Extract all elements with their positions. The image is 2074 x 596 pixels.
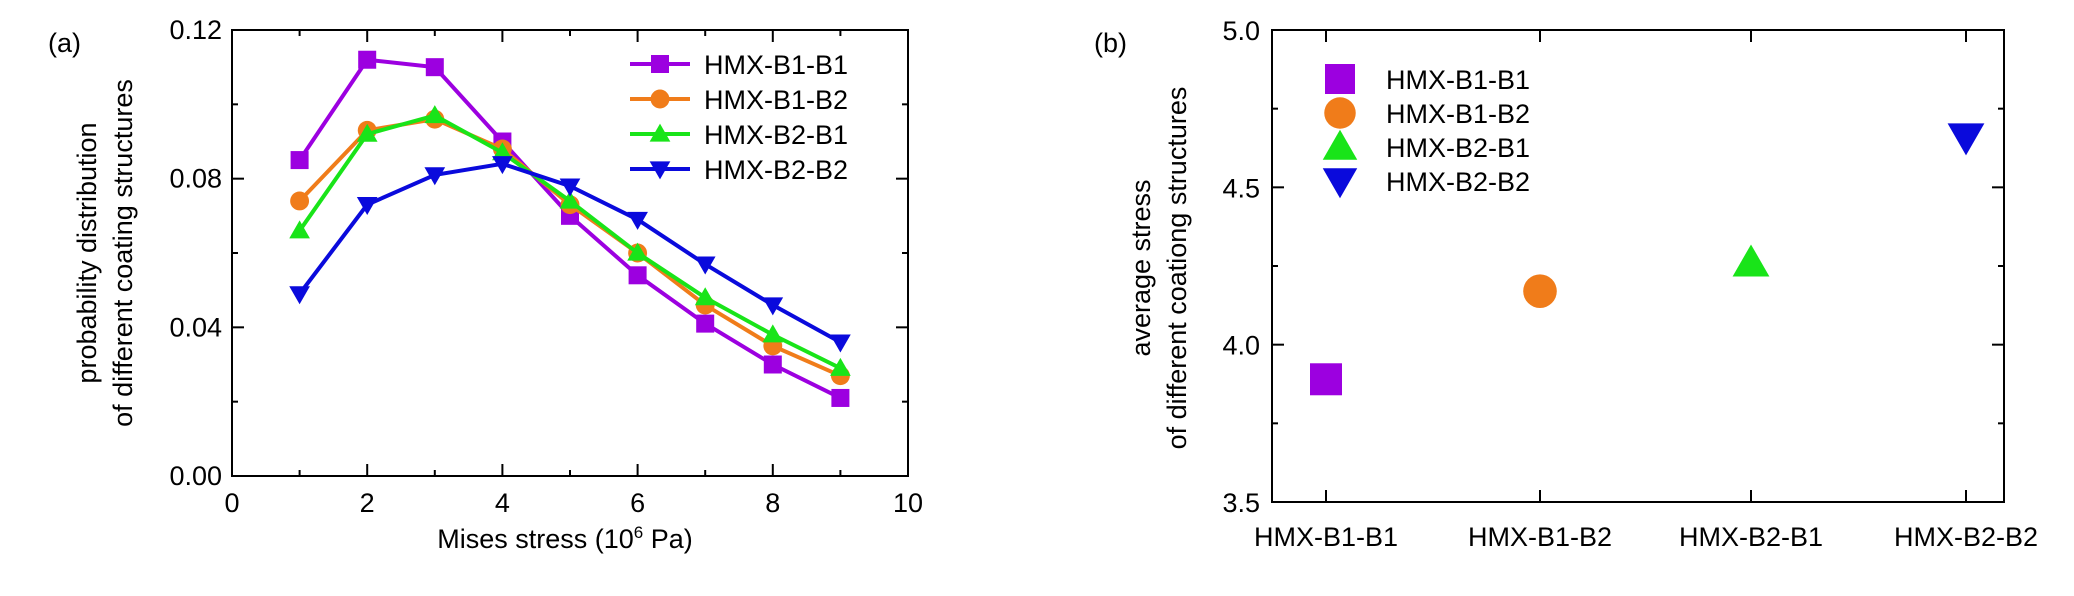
x-tick-label: 0 xyxy=(224,488,239,518)
panel-a-ticks xyxy=(231,29,909,477)
legend-item: HMX-B1-B1 xyxy=(630,50,848,80)
series-hmx-b2-b1 xyxy=(289,105,851,376)
y-tick-label: 3.5 xyxy=(1222,488,1260,518)
panel-b-label: (b) xyxy=(1094,28,1127,58)
data-point xyxy=(762,297,784,316)
x-tick-label: 10 xyxy=(893,488,923,518)
data-point xyxy=(627,211,648,230)
series-hmx-b1-b2 xyxy=(290,109,850,386)
legend-marker xyxy=(1322,129,1358,160)
data-point xyxy=(694,256,716,275)
y-tick-label: 0.08 xyxy=(169,164,222,194)
x-category-label: HMX-B1-B2 xyxy=(1468,522,1612,552)
x-category-label: HMX-B1-B1 xyxy=(1254,522,1398,552)
legend-marker xyxy=(1324,97,1356,129)
point-hmx-b2-b2 xyxy=(1947,123,1985,156)
legend-label: HMX-B2-B2 xyxy=(704,155,848,185)
legend-marker xyxy=(651,55,669,73)
legend-marker xyxy=(1325,64,1355,94)
panel-b-points xyxy=(1310,123,1985,396)
data-point xyxy=(763,355,782,374)
data-point xyxy=(290,191,310,211)
x-tick-label: 4 xyxy=(495,488,510,518)
point-hmx-b1-b1 xyxy=(1310,363,1342,396)
legend-label: HMX-B2-B1 xyxy=(1386,133,1530,163)
legend-marker xyxy=(649,123,671,142)
legend-label: HMX-B1-B1 xyxy=(704,50,848,80)
data-point xyxy=(628,266,647,285)
panel-a-x-axis-label: Mises stress (106 Pa) xyxy=(437,523,693,554)
data-point xyxy=(289,220,310,239)
panel-a-legend: HMX-B1-B1 HMX-B1-B2 HMX-B2-B1 HMX-B2-B2 xyxy=(630,50,848,185)
series-hmx-b2-b2 xyxy=(289,156,851,353)
y-tick-label: 0.04 xyxy=(169,312,222,342)
data-point xyxy=(696,314,715,333)
panel-a-line-chart: (a) 0 2 4 6 8 100.000.040.080.12 HMX-B1-B1HMX… xyxy=(48,15,923,554)
panel-b-legend: HMX-B1-B1 HMX-B1-B2 HMX-B2-B1 HMX-B2-B2 xyxy=(1322,64,1530,199)
legend-marker xyxy=(1322,168,1358,199)
data-point xyxy=(762,324,784,343)
panel-b-ticks xyxy=(1272,29,2004,503)
legend-item: HMX-B2-B1 xyxy=(1322,129,1530,163)
panel-b-y-axis-label-line2: of different coationg structures xyxy=(1162,87,1192,450)
legend-item: HMX-B1-B2 xyxy=(630,85,848,115)
y-tick-label: 0.12 xyxy=(169,15,222,45)
panel-a-series xyxy=(289,50,851,407)
x-category-label: HMX-B2-B2 xyxy=(1894,522,2038,552)
data-point xyxy=(356,197,378,216)
data-point xyxy=(424,167,446,186)
data-point xyxy=(830,334,851,353)
data-point xyxy=(356,123,378,142)
panel-a-y-axis-label-line1: probability distribution xyxy=(72,122,102,383)
data-point xyxy=(425,58,444,77)
x-axis-label-main: Mises stress (10 xyxy=(437,524,634,554)
x-axis-label-unit: Pa) xyxy=(643,524,693,554)
panel-b-plot-frame xyxy=(1271,29,2005,503)
point-hmx-b2-b1 xyxy=(1732,244,1770,277)
data-point xyxy=(559,190,581,209)
data-point xyxy=(492,142,513,161)
data-point xyxy=(492,156,513,175)
panel-b-y-axis-label-line1: average stress xyxy=(1126,179,1156,356)
legend-label: HMX-B1-B2 xyxy=(704,85,848,115)
point-hmx-b1-b2 xyxy=(1523,274,1557,308)
data-point xyxy=(424,105,446,124)
legend-item: HMX-B1-B2 xyxy=(1324,97,1530,129)
legend-label: HMX-B1-B2 xyxy=(1386,99,1530,129)
data-point xyxy=(831,388,850,407)
panel-a-y-axis-label-line2: of different coating structures xyxy=(108,79,138,427)
legend-marker xyxy=(649,161,671,180)
legend-marker xyxy=(650,89,670,109)
y-tick-label: 4.0 xyxy=(1222,331,1260,361)
data-point xyxy=(559,178,581,197)
data-point xyxy=(290,151,309,170)
panel-b-scatter-chart: (b) 3.5 4.0 4.5 5.0 HMX-B1-B1 HMX-B1-B2 HMX-B2… xyxy=(1094,16,2038,552)
x-tick-label: 6 xyxy=(630,488,645,518)
x-category-label: HMX-B2-B1 xyxy=(1679,522,1823,552)
panel-a-label: (a) xyxy=(48,28,81,58)
legend-label: HMX-B2-B1 xyxy=(704,120,848,150)
legend-item: HMX-B2-B2 xyxy=(630,155,848,185)
data-point xyxy=(627,242,648,261)
data-point xyxy=(358,50,377,69)
legend-item: HMX-B1-B1 xyxy=(1325,64,1530,95)
legend-label: HMX-B2-B2 xyxy=(1386,167,1530,197)
x-tick-label: 8 xyxy=(765,488,780,518)
data-point xyxy=(289,286,310,305)
legend-item: HMX-B2-B2 xyxy=(1322,167,1530,199)
x-axis-label-exponent: 6 xyxy=(634,523,643,542)
y-tick-label: 5.0 xyxy=(1222,16,1260,46)
y-tick-label: 0.00 xyxy=(169,461,222,491)
data-point xyxy=(694,287,716,306)
panel-a-tick-labels: 0 2 4 6 8 10 0.00 0.04 0.08 0.12 xyxy=(169,15,923,518)
series-line xyxy=(297,113,842,371)
legend-item: HMX-B2-B1 xyxy=(630,120,848,150)
data-point xyxy=(830,357,851,376)
y-tick-label: 4.5 xyxy=(1222,173,1260,203)
x-tick-label: 2 xyxy=(360,488,375,518)
legend-label: HMX-B1-B1 xyxy=(1386,65,1530,95)
